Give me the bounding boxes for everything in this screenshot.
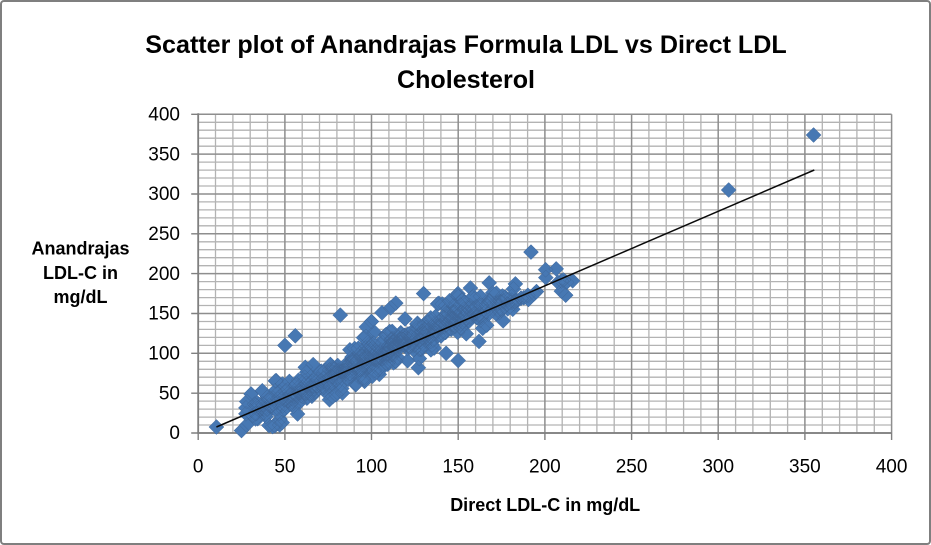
svg-text:Cholesterol: Cholesterol	[397, 66, 535, 94]
svg-text:100: 100	[148, 344, 180, 365]
svg-text:350: 350	[789, 456, 821, 477]
svg-text:400: 400	[148, 105, 180, 126]
svg-text:0: 0	[193, 456, 204, 477]
svg-text:100: 100	[356, 456, 388, 477]
svg-text:150: 150	[442, 456, 474, 477]
svg-text:250: 250	[616, 456, 648, 477]
svg-text:400: 400	[876, 456, 908, 477]
svg-text:mg/dL: mg/dL	[54, 287, 108, 307]
svg-text:LDL-C in: LDL-C in	[43, 263, 118, 283]
svg-text:300: 300	[148, 184, 180, 205]
svg-text:Scatter plot of Anandrajas For: Scatter plot of Anandrajas Formula LDL v…	[145, 31, 786, 59]
svg-text:Anandrajas: Anandrajas	[31, 239, 129, 259]
svg-text:200: 200	[148, 264, 180, 285]
svg-text:0: 0	[169, 423, 180, 444]
svg-text:250: 250	[148, 224, 180, 245]
svg-text:50: 50	[274, 456, 295, 477]
svg-text:200: 200	[529, 456, 561, 477]
svg-text:300: 300	[702, 456, 734, 477]
svg-text:Direct LDL-C in mg/dL: Direct LDL-C in mg/dL	[450, 495, 640, 515]
svg-text:50: 50	[159, 383, 180, 404]
svg-text:150: 150	[148, 304, 180, 325]
svg-text:350: 350	[148, 144, 180, 165]
